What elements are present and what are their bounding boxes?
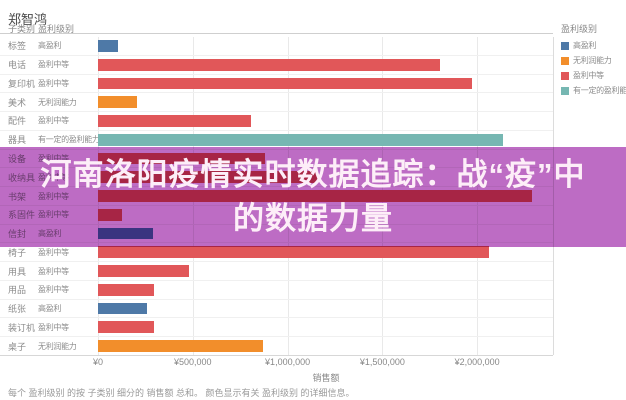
sales-bar[interactable]: [98, 77, 473, 90]
row-subcategory-label[interactable]: 桌子: [8, 341, 27, 352]
table-row: 装订机 盈利中等: [0, 318, 553, 338]
legend-item[interactable]: 盈利中等: [561, 70, 625, 81]
row-profitlevel-label[interactable]: 盈利中等: [38, 285, 69, 295]
promo-banner-line2: 的数据力量: [233, 201, 393, 236]
table-row: 用具 盈利中等: [0, 262, 553, 281]
row-profitlevel-label[interactable]: 盈利中等: [38, 322, 69, 332]
table-row: 纸张 高盈利: [0, 300, 553, 319]
table-row: 配件 盈利中等: [0, 112, 553, 131]
x-axis-title: 销售额: [312, 373, 340, 383]
chart-caption: 每个 盈利级别 的按 子类别 细分的 销售额 总和。 颜色显示有关 盈利级别 的…: [8, 388, 355, 398]
legend-item[interactable]: 无利润能力: [561, 55, 625, 66]
table-row: 椅子 盈利中等: [0, 243, 553, 263]
legend-swatch-icon: [561, 86, 569, 95]
sales-bar[interactable]: [98, 302, 148, 315]
sales-bar[interactable]: [98, 246, 490, 259]
legend-item[interactable]: 有一定的盈利能力: [561, 85, 626, 96]
row-subcategory-label[interactable]: 标签: [8, 41, 27, 52]
sales-bar[interactable]: [98, 133, 504, 146]
x-tick-label: ¥0: [92, 357, 104, 367]
table-row: 用品 盈利中等: [0, 281, 553, 300]
legend-item-label: 盈利中等: [573, 71, 604, 80]
legend-item-label: 有一定的盈利能力: [573, 86, 626, 95]
table-row: 桌子 无利润能力: [0, 337, 553, 355]
row-subcategory-label[interactable]: 美术: [8, 97, 27, 108]
legend-item[interactable]: 高盈利: [561, 40, 625, 51]
x-tick-label: ¥1,000,000: [265, 357, 311, 367]
row-profitlevel-label[interactable]: 无利润能力: [38, 341, 77, 351]
row-subcategory-label[interactable]: 纸张: [8, 304, 27, 315]
row-profitlevel-label[interactable]: 盈利中等: [38, 247, 69, 257]
sales-bar[interactable]: [98, 58, 441, 71]
row-profitlevel-label[interactable]: 有一定的盈利能力: [38, 135, 100, 145]
legend: 盈利级别 高盈利无利润能力盈利中等有一定的盈利能力: [561, 22, 626, 100]
table-row: 复印机 盈利中等: [0, 75, 553, 94]
row-profitlevel-label[interactable]: 高盈利: [38, 41, 62, 51]
row-profitlevel-label[interactable]: 盈利中等: [38, 116, 69, 126]
column-header-profitlevel[interactable]: 盈利级别: [38, 24, 75, 34]
table-row: 电话 盈利中等: [0, 56, 553, 75]
x-axis-ticks: ¥0 ¥500,000 ¥1,000,000 ¥1,500,000 ¥2,000,000: [0, 357, 626, 369]
x-tick-label: ¥2,000,000: [454, 357, 500, 367]
row-subcategory-label[interactable]: 用具: [8, 266, 27, 277]
sales-bar[interactable]: [98, 115, 251, 127]
table-row: 美术 无利润能力: [0, 93, 553, 113]
legend-swatch-icon: [561, 41, 569, 50]
row-profitlevel-label[interactable]: 盈利中等: [38, 78, 69, 88]
legend-item-label: 无利润能力: [573, 56, 612, 65]
legend-item-label: 高盈利: [573, 41, 597, 50]
sales-bar[interactable]: [98, 40, 118, 52]
x-axis-line: [0, 355, 553, 356]
sales-bar[interactable]: [98, 265, 189, 277]
row-profitlevel-label[interactable]: 盈利中等: [38, 60, 69, 70]
row-subcategory-label[interactable]: 装订机: [8, 322, 36, 333]
row-subcategory-label[interactable]: 器具: [8, 135, 27, 146]
promo-banner-title: 河南洛阳疫情实时数据追踪：战“疫”中 的数据力量: [0, 147, 626, 247]
row-profitlevel-label[interactable]: 无利润能力: [38, 97, 77, 107]
legend-title: 盈利级别: [561, 24, 598, 34]
sales-bar[interactable]: [98, 340, 263, 353]
row-profitlevel-label[interactable]: 高盈利: [38, 304, 62, 314]
page-title: 郑智鸿: [8, 12, 48, 27]
row-profitlevel-label[interactable]: 盈利中等: [38, 266, 69, 276]
row-subcategory-label[interactable]: 用品: [8, 285, 27, 296]
row-subcategory-label[interactable]: 复印机: [8, 78, 36, 89]
legend-swatch-icon: [561, 71, 569, 80]
header-divider: [0, 33, 553, 34]
x-tick-label: ¥1,500,000: [359, 357, 405, 367]
legend-swatch-icon: [561, 56, 569, 65]
row-subcategory-label[interactable]: 椅子: [8, 247, 27, 258]
column-header-subcategory[interactable]: 子类别: [8, 24, 36, 34]
row-subcategory-label[interactable]: 配件: [8, 116, 27, 127]
sales-bar[interactable]: [98, 321, 154, 334]
sales-bar[interactable]: [98, 283, 154, 296]
row-subcategory-label[interactable]: 电话: [8, 60, 27, 71]
table-row: 标签 高盈利: [0, 37, 553, 56]
x-tick-label: ¥500,000: [174, 357, 212, 367]
sales-bar[interactable]: [98, 96, 138, 109]
promo-banner-line1: 河南洛阳疫情实时数据追踪：战“疫”中: [40, 157, 586, 192]
